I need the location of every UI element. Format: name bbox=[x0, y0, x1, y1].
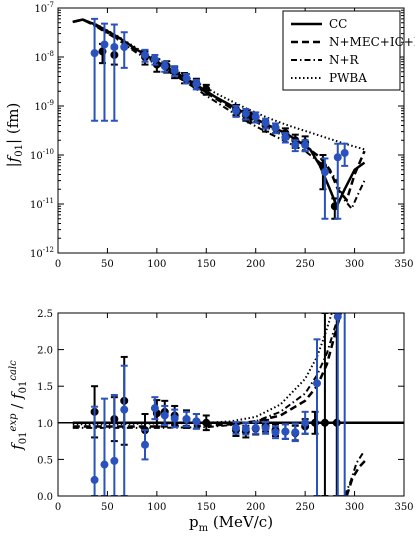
bottom-blue-point bbox=[281, 427, 290, 436]
bottom-blue-point bbox=[192, 417, 201, 426]
top-blue-point bbox=[110, 42, 119, 51]
bottom-blue-point bbox=[90, 475, 99, 484]
top-blue-point bbox=[150, 55, 159, 64]
bottom-blue-point bbox=[333, 313, 342, 321]
bottom-x-tick-label: 100 bbox=[147, 502, 166, 513]
top-blue-point bbox=[140, 50, 149, 59]
bottom-y-ticks: 0.0 0.5 1.0 1.5 2.0 2.5 bbox=[37, 309, 404, 503]
bottom-y-tick-label: 1.5 bbox=[37, 382, 53, 393]
top-blue-point bbox=[340, 148, 349, 157]
bottom-black-point bbox=[202, 418, 211, 427]
top-blue-point bbox=[231, 106, 240, 115]
bottom-blue-point bbox=[100, 460, 109, 469]
top-data-points bbox=[90, 17, 349, 220]
bottom-black-point bbox=[320, 418, 329, 427]
top-blue-point bbox=[333, 153, 342, 162]
top-blue-point bbox=[271, 123, 280, 132]
top-y-tick-label: 10-10 bbox=[30, 148, 54, 162]
top-x-tick-label: 150 bbox=[197, 259, 216, 270]
top-y-tick-label: 10-7 bbox=[34, 1, 54, 15]
bottom-blue-point bbox=[140, 440, 149, 449]
top-x-tick-label: 350 bbox=[394, 259, 413, 270]
bottom-x-tick-label: 50 bbox=[101, 502, 114, 513]
top-blue-point bbox=[301, 140, 310, 149]
top-black-point bbox=[202, 85, 211, 94]
top-blue-point bbox=[291, 140, 300, 149]
top-y-tick-label: 10-12 bbox=[30, 246, 54, 260]
bottom-x-tick-label: 0 bbox=[55, 502, 61, 513]
bottom-x-tick-label: 250 bbox=[296, 502, 315, 513]
top-x-tick-label: 100 bbox=[147, 259, 166, 270]
top-y-ticks: 10-12 10-11 10-10 10-9 10-8 10-7 bbox=[30, 1, 404, 260]
bottom-y-tick-label: 0.5 bbox=[37, 455, 53, 466]
top-plot-frame bbox=[57, 7, 405, 254]
legend-label-cc: CC bbox=[329, 17, 347, 31]
top-x-tick-label: 50 bbox=[101, 259, 114, 270]
top-blue-point bbox=[192, 80, 201, 89]
bottom-blue-point bbox=[160, 411, 169, 420]
top-blue-point bbox=[90, 49, 99, 58]
bottom-blue-point bbox=[251, 423, 260, 432]
top-blue-point bbox=[241, 109, 250, 118]
top-y-tick-label: 10-11 bbox=[30, 197, 54, 211]
bottom-y-tick-label: 2.5 bbox=[37, 309, 53, 320]
bottom-blue-point bbox=[313, 379, 322, 388]
top-blue-point bbox=[320, 167, 329, 176]
bottom-plot-frame bbox=[57, 312, 405, 497]
legend-label-n-r: N+R bbox=[329, 53, 360, 67]
top-y-tick-label: 10-8 bbox=[34, 50, 54, 64]
bottom-x-tick-label: 150 bbox=[197, 502, 216, 513]
top-x-tick-label: 0 bbox=[55, 259, 61, 270]
bottom-y-axis-label: f01exp / f01calc bbox=[8, 360, 29, 451]
top-blue-point bbox=[100, 40, 109, 49]
bottom-curve-n-r-tail bbox=[343, 451, 365, 496]
bottom-x-tick-label: 300 bbox=[345, 502, 364, 513]
bottom-curve-n-r bbox=[72, 313, 341, 429]
top-blue-point bbox=[120, 42, 129, 51]
bottom-curve-n-mec-ic-r bbox=[72, 313, 342, 428]
bottom-panel-ratio: 0 50 100 150 200 250 300 350 0.0 0.5 1.0 1.5 2.0 2.5… bbox=[8, 309, 414, 534]
legend: CC N+MEC+IC+R N+R PWBA bbox=[282, 10, 415, 91]
top-blue-point bbox=[281, 133, 290, 142]
bottom-curve-n-mec-ic-r-tail bbox=[345, 458, 368, 496]
bottom-blue-point bbox=[343, 313, 347, 314]
top-blue-point bbox=[182, 74, 191, 83]
top-y-axis-label: |f01| (fm) bbox=[4, 103, 25, 168]
top-x-tick-label: 250 bbox=[296, 259, 315, 270]
bottom-theory-curves bbox=[58, 313, 404, 496]
bottom-data-points bbox=[90, 313, 349, 496]
bottom-blue-point bbox=[261, 423, 270, 432]
bottom-y-tick-label: 1.0 bbox=[37, 419, 53, 430]
bottom-blue-point bbox=[241, 424, 250, 433]
top-blue-point bbox=[170, 66, 179, 75]
bottom-x-ticks: 0 50 100 150 200 250 300 350 bbox=[55, 313, 414, 513]
bottom-x-tick-label: 350 bbox=[394, 502, 413, 513]
top-x-tick-label: 300 bbox=[345, 259, 364, 270]
top-blue-point bbox=[160, 62, 169, 71]
bottom-blue-point bbox=[231, 423, 240, 432]
top-x-tick-label: 200 bbox=[246, 259, 265, 270]
bottom-blue-point bbox=[301, 418, 310, 427]
bottom-y-tick-label: 0.0 bbox=[37, 492, 53, 503]
top-blue-point bbox=[251, 112, 260, 121]
bottom-blue-point bbox=[182, 415, 191, 424]
legend-label-pwba: PWBA bbox=[329, 71, 367, 85]
bottom-blue-point bbox=[291, 428, 300, 437]
top-panel-log-amplitude: 0 50 100 150 200 250 300 350 10-1210-1110-1010-… bbox=[4, 1, 415, 270]
bottom-y-tick-label: 2.0 bbox=[37, 346, 53, 357]
bottom-blue-point bbox=[170, 414, 179, 423]
bottom-blue-point bbox=[271, 428, 280, 437]
bottom-x-tick-label: 200 bbox=[246, 502, 265, 513]
bottom-blue-point bbox=[120, 405, 129, 414]
legend-label-n-mec-ic-r: N+MEC+IC+R bbox=[329, 35, 415, 49]
top-y-tick-label: 10-9 bbox=[34, 99, 54, 113]
bottom-blue-point bbox=[110, 456, 119, 465]
top-blue-point bbox=[261, 118, 270, 127]
bottom-blue-point bbox=[150, 404, 159, 413]
bottom-x-axis-label: pm (MeV/c) bbox=[189, 513, 273, 534]
